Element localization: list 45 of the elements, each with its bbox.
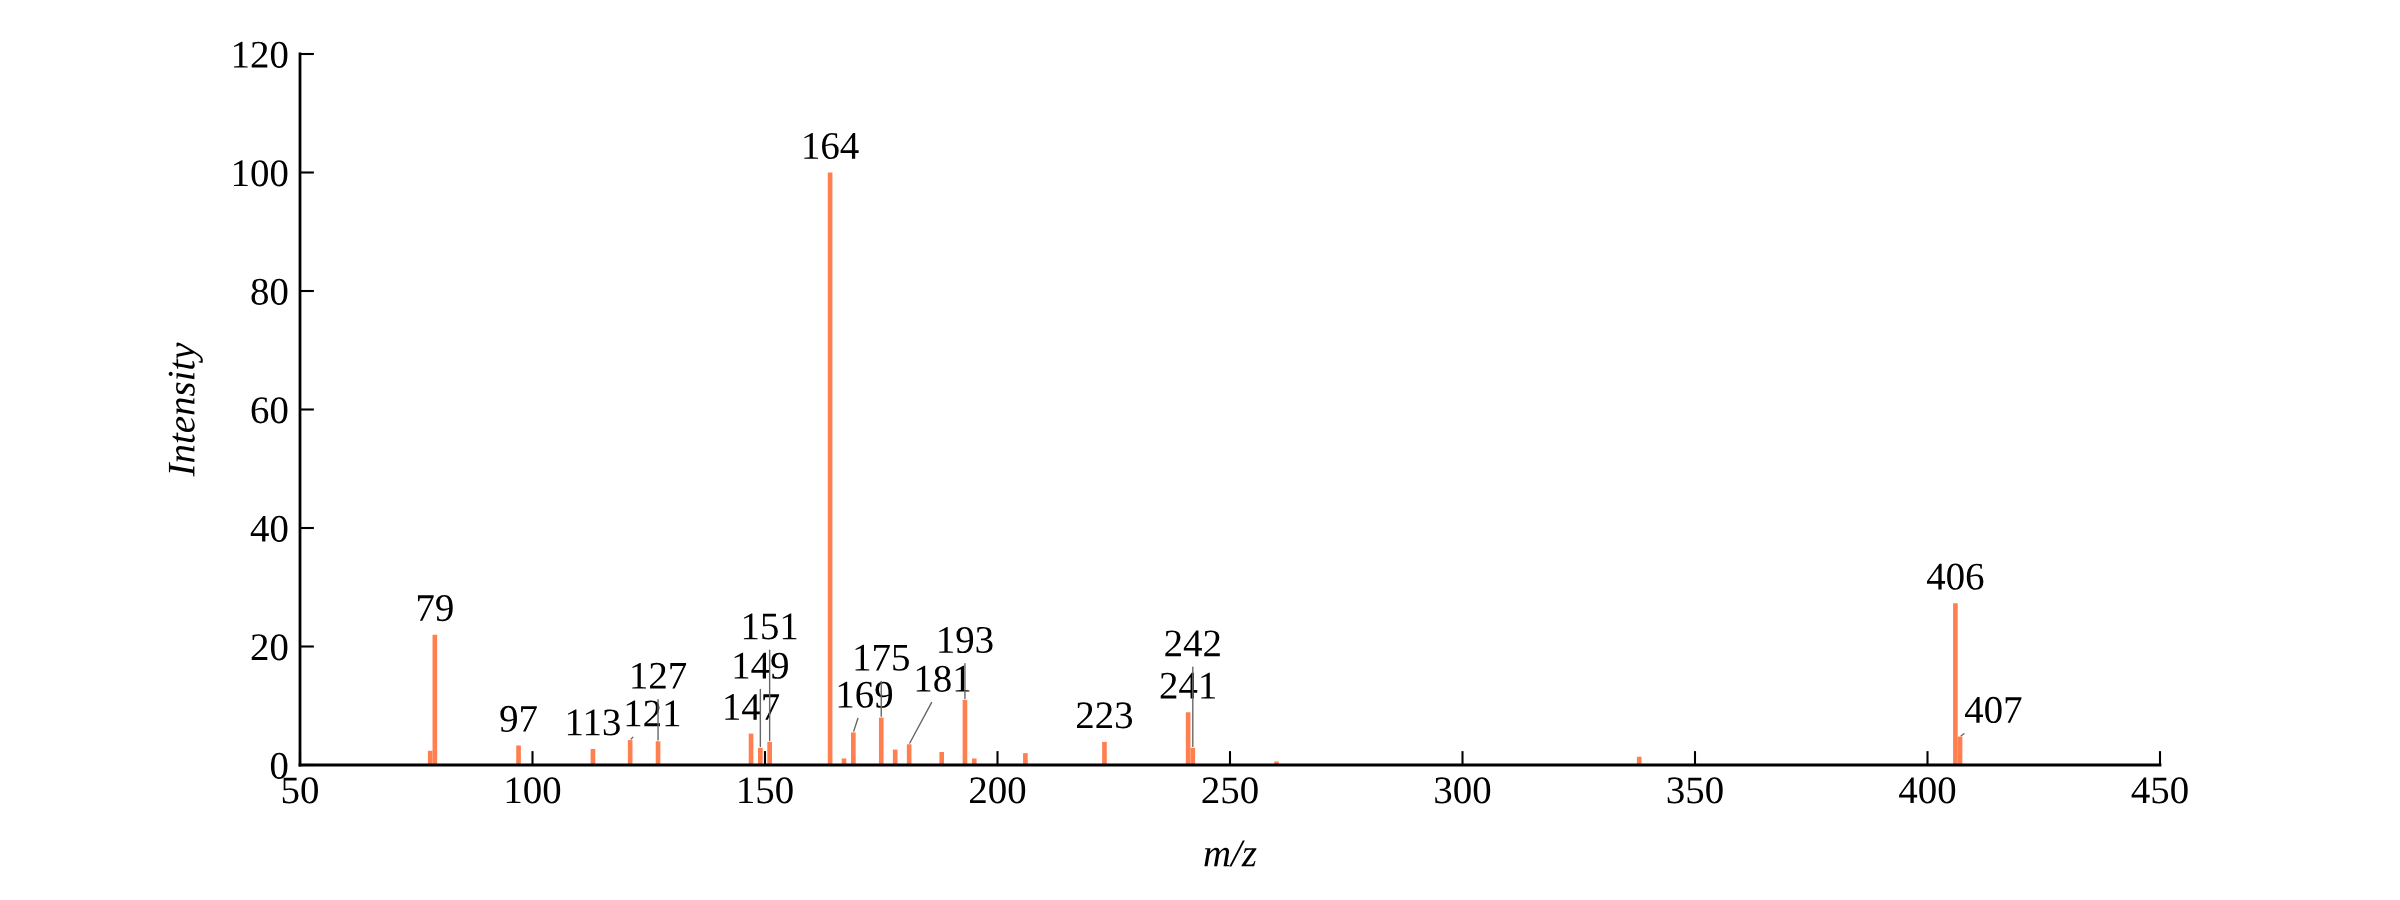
annotation: 242 [1165,630,1220,657]
x-axis-title: m/z [1204,840,1257,867]
annotation: 127 [632,662,687,689]
x-tick-label: 100 [506,777,561,804]
x-tick-label: 400 [1899,777,1956,804]
y-tick-label: 20 [251,634,288,661]
annotation: 223 [1076,702,1133,729]
y-tick-label: 100 [233,160,288,187]
annotation: 175 [855,644,909,671]
y-axis-title: Intensity [168,342,203,477]
bar [1023,753,1028,765]
annotation: 151 [743,613,797,640]
bar [516,745,521,765]
bar [939,751,945,765]
y-tick-label: 120 [233,41,288,68]
bar [1102,741,1107,765]
annotation: 406 [1926,563,1984,590]
x-tick-label: 200 [970,777,1026,804]
x-tick-label: 450 [2131,777,2188,804]
annotation: 97 [500,705,537,732]
annotation: 407 [1964,696,2022,724]
bar [1953,603,1958,765]
x-tick-label: 350 [1667,777,1723,804]
annotation: 113 [567,709,620,736]
annotation: 164 [804,132,859,160]
y-tick-label: 0 [270,752,288,779]
y-tick-label: 40 [250,515,288,542]
bar [851,732,856,765]
x-tick-label: 250 [1202,777,1258,804]
x-tick-label: 300 [1435,777,1491,804]
bar [767,741,772,765]
x-tick-label: 50 [282,777,318,804]
x-tick-label: 150 [739,777,793,804]
bar [1636,756,1642,765]
y-tick-label: 80 [251,278,288,305]
bar [758,747,763,765]
bar [971,758,977,765]
bar [878,717,884,765]
annotation: 121 [626,700,680,727]
annotation: 181 [916,665,970,692]
annotation: 193 [939,626,993,654]
y-tick-label: 60 [251,397,288,424]
annotation: 79 [417,595,453,622]
bar [892,749,898,765]
annotation: 241 [1160,672,1215,699]
